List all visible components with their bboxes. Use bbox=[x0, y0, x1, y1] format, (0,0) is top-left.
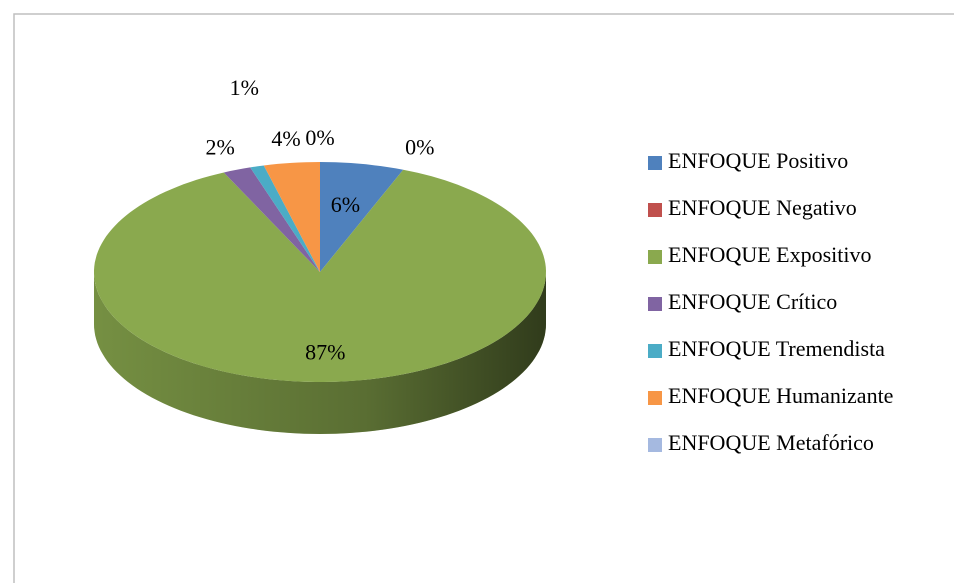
legend-label: ENFOQUE Positivo bbox=[668, 148, 848, 173]
data-label: 4% bbox=[271, 126, 300, 151]
legend-label: ENFOQUE Crítico bbox=[668, 289, 837, 314]
legend-swatch bbox=[648, 250, 662, 264]
legend-swatch bbox=[648, 344, 662, 358]
legend-label: ENFOQUE Expositivo bbox=[668, 242, 872, 267]
slice bbox=[250, 165, 320, 272]
data-label: 0% bbox=[405, 134, 434, 159]
data-label: 0% bbox=[305, 125, 334, 150]
data-label: 87% bbox=[305, 340, 345, 365]
legend: ENFOQUE Positivo ENFOQUE Negativo ENFOQUE … bbox=[648, 148, 893, 455]
legend-label: ENFOQUE Metafórico bbox=[668, 430, 874, 455]
slice bbox=[263, 162, 320, 272]
data-label: 1% bbox=[230, 75, 259, 100]
data-label: 2% bbox=[206, 134, 235, 159]
data-label: 6% bbox=[331, 192, 360, 217]
legend-swatch bbox=[648, 156, 662, 170]
legend-swatch bbox=[648, 438, 662, 452]
slice bbox=[320, 162, 404, 272]
legend-label: ENFOQUE Negativo bbox=[668, 195, 857, 220]
legend-label: ENFOQUE Humanizante bbox=[668, 383, 893, 408]
legend-swatch bbox=[648, 297, 662, 311]
slice bbox=[223, 167, 320, 272]
legend-swatch bbox=[648, 203, 662, 217]
slice bbox=[94, 169, 546, 382]
legend-swatch bbox=[648, 391, 662, 405]
legend-label: ENFOQUE Tremendista bbox=[668, 336, 885, 361]
pie: 6%0%87%2%1%4% 0% bbox=[94, 75, 546, 434]
chart-border bbox=[13, 13, 954, 583]
slice-side-shade bbox=[94, 272, 546, 434]
